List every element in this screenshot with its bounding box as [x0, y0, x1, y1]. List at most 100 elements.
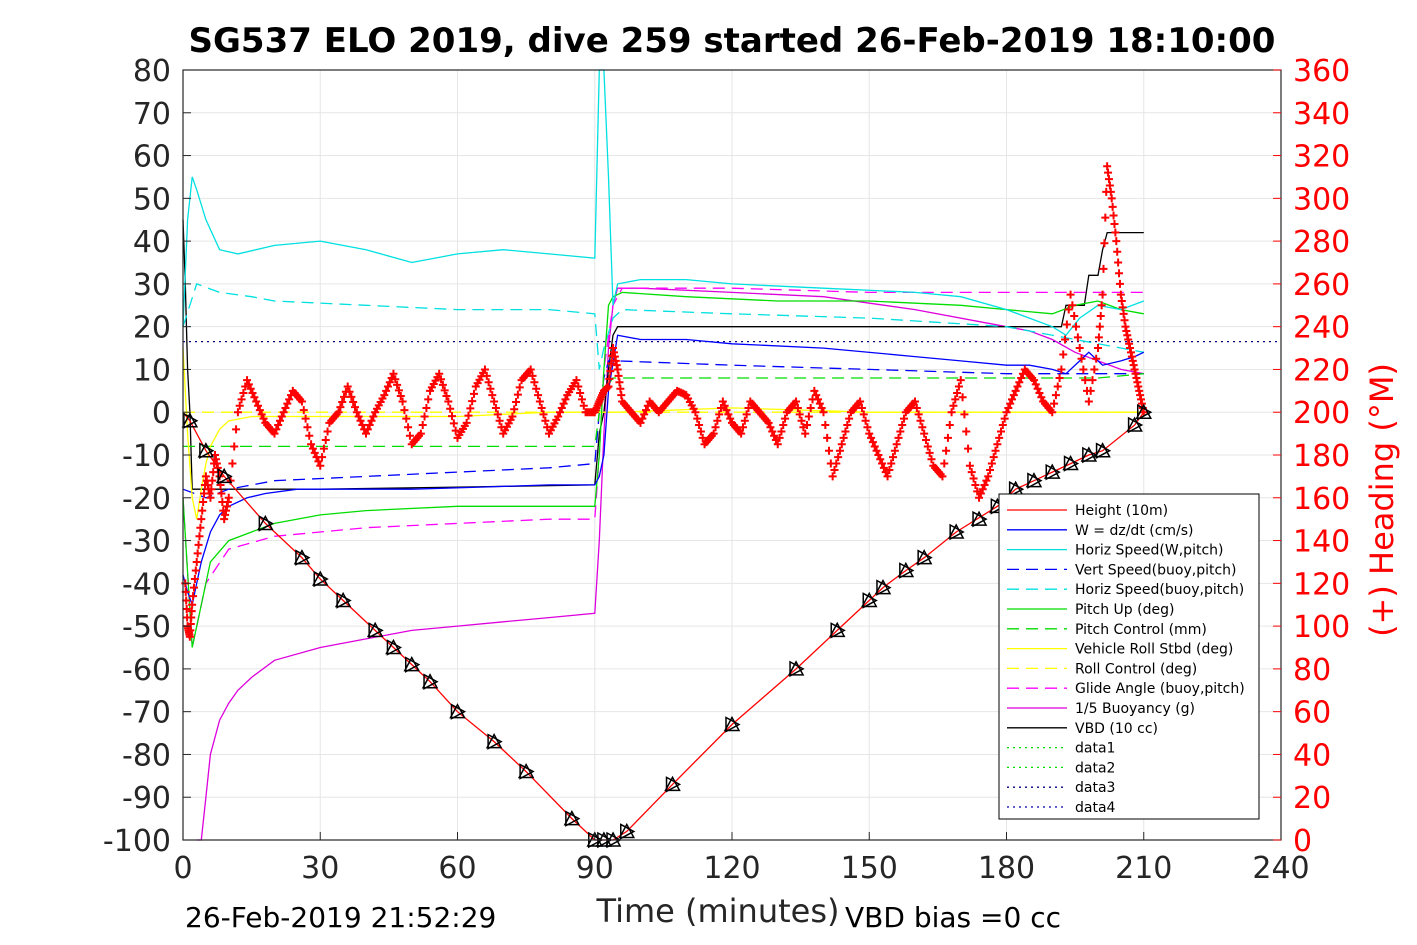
heading-point — [912, 403, 921, 412]
depth-marker-right — [313, 570, 329, 588]
heading-layer — [181, 162, 1148, 641]
heading-point — [896, 427, 905, 436]
heading-point — [1109, 211, 1118, 220]
heading-point — [987, 459, 996, 468]
heading-point — [711, 423, 720, 432]
depth-marker-up — [311, 570, 329, 586]
heading-point — [606, 367, 615, 376]
heading-point — [951, 395, 960, 404]
x-tick-label: 180 — [978, 851, 1035, 886]
heading-point — [914, 410, 923, 419]
heading-point — [383, 382, 392, 391]
heading-point — [795, 410, 804, 419]
heading-point — [230, 442, 239, 451]
heading-point — [191, 566, 200, 575]
y-left-tick-label: -80 — [122, 738, 171, 773]
heading-point — [1096, 311, 1105, 320]
heading-point — [488, 391, 497, 400]
heading-point — [856, 397, 865, 406]
y-left-tick-label: 50 — [133, 182, 171, 217]
y-right-tick-label: 60 — [1293, 696, 1331, 731]
heading-point — [636, 418, 645, 427]
heading-point — [722, 406, 731, 415]
legend-label: Vehicle Roll Stbd (deg) — [1075, 642, 1233, 658]
heading-point — [982, 476, 991, 485]
depth-marker-up — [897, 561, 915, 578]
heading-point — [233, 408, 242, 417]
series-line — [182, 283, 1144, 370]
heading-point — [859, 410, 868, 419]
heading-point — [843, 421, 852, 430]
heading-point — [303, 423, 312, 432]
heading-point — [1086, 386, 1095, 395]
heading-point — [579, 401, 588, 410]
heading-point — [301, 414, 310, 423]
heading-point — [396, 391, 405, 400]
heading-point — [821, 421, 830, 430]
heading-point — [900, 414, 909, 423]
heading-point — [892, 440, 901, 449]
heading-point — [349, 397, 358, 406]
depth-marker-right — [725, 716, 741, 733]
depth-marker-up — [915, 549, 933, 565]
heading-point — [885, 465, 894, 474]
heading-point — [607, 359, 616, 368]
heading-point — [889, 453, 898, 462]
heading-point — [405, 431, 414, 440]
heading-point — [391, 375, 400, 384]
heading-point — [691, 408, 700, 417]
heading-point — [193, 549, 202, 558]
legend-label: data3 — [1075, 780, 1115, 796]
heading-point — [400, 406, 409, 415]
heading-point — [839, 433, 848, 442]
heading-point — [1107, 194, 1116, 203]
y-left-tick-label: -50 — [122, 610, 171, 645]
heading-point — [740, 416, 749, 425]
heading-point — [297, 397, 306, 406]
heading-point — [1099, 264, 1108, 273]
heading-point — [554, 412, 563, 421]
depth-marker-right — [217, 468, 233, 485]
y-right-tick-label: 360 — [1293, 54, 1350, 89]
heading-point — [1073, 333, 1082, 342]
depth-marker-right — [1063, 455, 1080, 472]
depth-marker-right — [830, 622, 846, 639]
heading-point — [1139, 408, 1148, 417]
heading-point — [638, 414, 647, 423]
heading-point — [942, 446, 951, 455]
heading-point — [1017, 374, 1026, 382]
heading-point — [696, 427, 705, 436]
heading-point — [814, 395, 823, 404]
heading-point — [232, 425, 241, 434]
heading-point — [515, 383, 524, 392]
legend-label: Pitch Control (mm) — [1075, 622, 1207, 638]
heading-point — [418, 421, 427, 430]
heading-point — [718, 397, 727, 406]
heading-point — [244, 380, 253, 389]
heading-point — [252, 397, 261, 406]
heading-point — [534, 391, 543, 400]
heading-point — [1100, 239, 1109, 248]
heading-point — [870, 442, 879, 451]
heading-point — [940, 459, 949, 468]
heading-point — [890, 446, 899, 455]
heading-point — [865, 429, 874, 438]
y-left-tick-label: 20 — [133, 311, 171, 346]
heading-point — [398, 397, 407, 406]
heading-point — [189, 592, 198, 601]
depth-marker-up — [1094, 442, 1111, 458]
x-axis-label: Time (minutes) — [596, 892, 840, 930]
heading-point — [817, 403, 826, 412]
heading-point — [806, 403, 815, 412]
depth-marker-up — [723, 715, 741, 732]
heading-point — [975, 493, 984, 502]
heading-point — [867, 433, 876, 442]
heading-point — [1098, 290, 1107, 299]
depth-marker-right — [405, 656, 421, 673]
heading-point — [793, 403, 802, 412]
heading-point — [1064, 305, 1073, 314]
heading-point — [887, 459, 896, 468]
x-tick-label: 0 — [173, 851, 192, 886]
heading-point — [237, 395, 246, 404]
heading-point — [738, 423, 747, 432]
